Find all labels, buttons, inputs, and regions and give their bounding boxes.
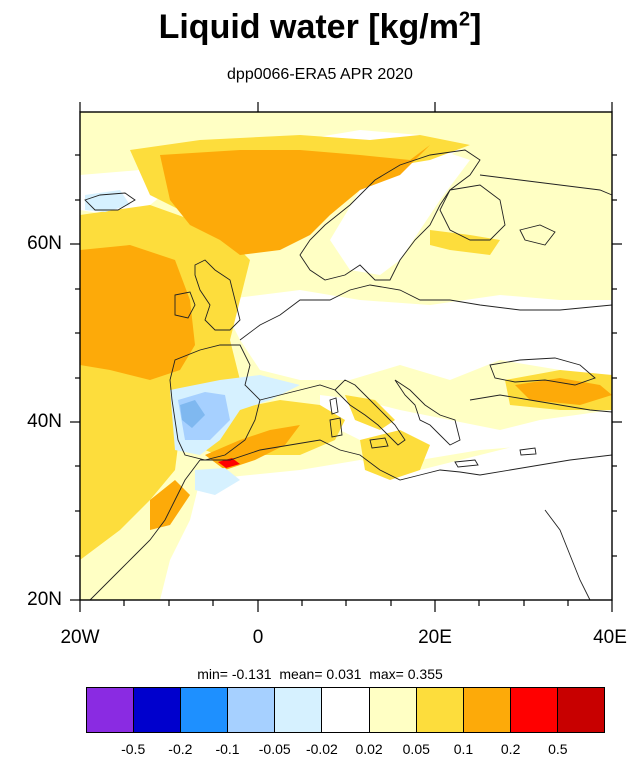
field-white-scandinavia — [330, 150, 470, 275]
field-white-central-europe — [220, 290, 612, 380]
colorbar-swatch — [322, 688, 370, 732]
colorbar-swatch — [416, 688, 464, 732]
lon-label-40e: 40E — [593, 627, 627, 648]
coast-sicily — [369, 437, 389, 449]
colorbar-swatch — [557, 688, 605, 732]
colorbar-swatch — [228, 688, 276, 732]
coast-turkey — [469, 394, 613, 413]
field-yellow-italy — [345, 395, 395, 430]
field-orange-turkey — [515, 378, 612, 405]
colorbar-swatch — [369, 688, 417, 732]
field-map — [70, 102, 622, 612]
colorbar-swatch — [134, 688, 182, 732]
title-text: Liquid water [kg/m — [158, 8, 459, 46]
coast-balkans — [394, 379, 461, 446]
coast-france-med — [259, 384, 336, 401]
field-blue-spain-core — [180, 400, 205, 428]
coast-west-africa — [89, 459, 201, 601]
field-orange-norwegian-sea — [160, 145, 430, 255]
stats-mean-label: mean= — [279, 666, 323, 682]
stats-line: min= -0.131 mean= 0.031 max= 0.355 — [0, 666, 640, 682]
coast-cyprus — [519, 447, 537, 456]
colorbar-label: 0.1 — [453, 741, 474, 757]
colorbar-label: -0.02 — [305, 741, 338, 757]
field-lightblue-greenland — [85, 190, 130, 212]
colorbar-label: 0.02 — [355, 741, 383, 757]
lon-label-0: 0 — [252, 627, 264, 648]
colorbar-swatch — [463, 688, 511, 732]
coast-great-britain — [194, 259, 241, 331]
colorbar-label: -0.05 — [258, 741, 291, 757]
colorbar-swatch — [275, 688, 323, 732]
lat-label-60n: 60N — [27, 233, 62, 254]
lon-label-20e: 20E — [418, 627, 452, 648]
colorbar-label: 0.05 — [402, 741, 430, 757]
coast-ireland — [174, 291, 196, 319]
coast-finland — [439, 184, 506, 241]
coast-scandinavia — [299, 149, 481, 281]
coast-white-sea — [519, 224, 556, 246]
stats-mean-value: 0.031 — [326, 666, 362, 682]
chart-title: Liquid water [kg/m2] — [0, 8, 640, 47]
coast-iberia — [169, 344, 261, 461]
colorbar-label: -0.1 — [215, 741, 240, 757]
coast-corsica — [329, 397, 339, 415]
field-orange-spain-coast — [205, 425, 300, 470]
lat-label-40n: 40N — [27, 411, 62, 432]
coast-continental-europe — [239, 284, 613, 341]
field-lightblue-morocco — [195, 468, 240, 495]
coast-kola — [479, 174, 613, 196]
field-white-africa — [160, 440, 612, 600]
chart-subtitle: dpp0066-ERA5 APR 2020 — [227, 66, 413, 83]
coast-iceland — [84, 192, 136, 211]
title-bracket: ] — [470, 8, 482, 46]
field-orange-morocco — [150, 480, 190, 530]
coast-sardinia — [329, 417, 343, 438]
ticks — [70, 102, 622, 612]
colorbar-swatch — [181, 688, 229, 732]
coast-red-sea — [544, 509, 591, 601]
colorbar-label: -0.2 — [168, 741, 193, 757]
field-orange-west-atlantic — [80, 245, 195, 380]
colorbar-swatch — [87, 688, 135, 732]
colorbar-label: -0.5 — [121, 741, 146, 757]
coast-crete — [454, 459, 479, 468]
coastlines — [84, 149, 613, 601]
stats-max-value: 0.355 — [407, 666, 443, 682]
stats-min-label: min= — [197, 666, 228, 682]
field-yellow-north-africa — [360, 430, 430, 480]
field-red-alboran — [218, 458, 240, 468]
stats-max-label: max= — [369, 666, 404, 682]
stats-min-value: -0.131 — [231, 666, 272, 682]
coast-italy — [334, 379, 406, 446]
field-yellow-baltic — [430, 230, 500, 255]
lon-label-20w: 20W — [60, 627, 100, 648]
colorbar-swatch — [510, 688, 558, 732]
colorbar-label: 0.5 — [548, 741, 568, 757]
coast-black-sea — [489, 357, 596, 386]
title-superscript: 2 — [458, 8, 471, 31]
coast-north-africa — [200, 439, 613, 481]
colorbar — [86, 687, 605, 733]
colorbar-label: 0.2 — [500, 741, 521, 757]
lat-label-20n: 20N — [27, 589, 62, 610]
